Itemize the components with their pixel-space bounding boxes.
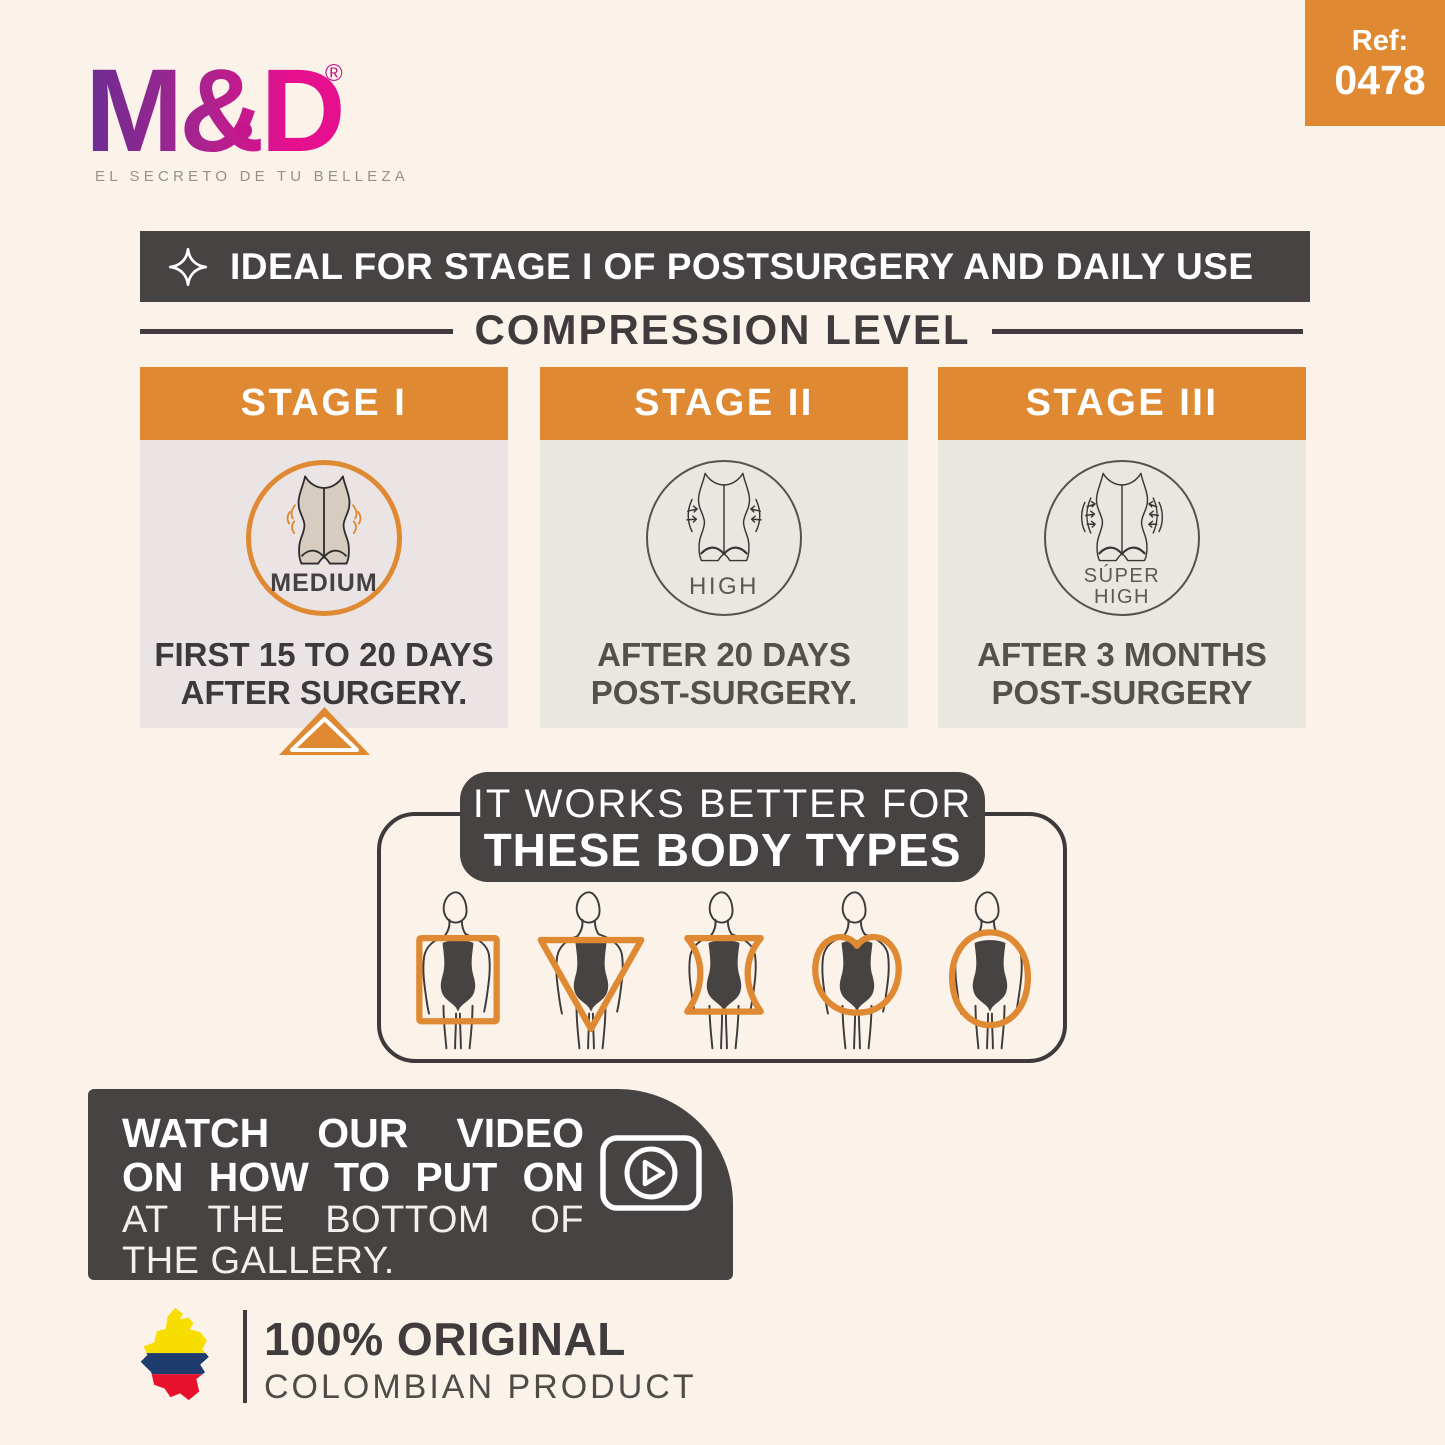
stage-1-desc-line-1: FIRST 15 TO 20 DAYS: [154, 636, 494, 673]
ref-label: Ref:: [1351, 25, 1409, 57]
registered-mark: ®: [325, 60, 343, 87]
stage-1-column: STAGE I MEDIUM FIRST 15 TO 20 DAYS AFTER…: [140, 367, 508, 728]
stage-1-desc-line-2: AFTER SURGERY.: [180, 673, 468, 711]
apple-overlay-icon: [812, 933, 902, 1016]
selected-stage-pointer-icon: [279, 707, 370, 755]
origin-line-1: 100% ORIGINAL: [264, 1313, 626, 1365]
inverted-triangle-overlay-icon: [537, 936, 645, 1033]
stage-1-compression-circle: MEDIUM: [246, 460, 402, 616]
garment-back-medium-icon: [286, 475, 362, 565]
ideal-use-banner: IDEAL FOR STAGE I OF POSTSURGERY AND DAI…: [140, 231, 1310, 302]
stage-1-level-label: MEDIUM: [270, 569, 378, 597]
body-type-figures: [400, 888, 1048, 1056]
brand-dot: [235, 122, 252, 139]
compression-level-heading: COMPRESSION LEVEL: [474, 306, 971, 353]
stage-2-description: AFTER 20 DAYS POST-SURGERY.: [540, 636, 908, 711]
brand-wordmark: M&D: [85, 45, 346, 177]
stage-3-column: STAGE III: [938, 367, 1306, 728]
garment-back-super-high-icon: [1080, 472, 1164, 562]
stage-2-panel: HIGH AFTER 20 DAYS POST-SURGERY.: [540, 440, 908, 728]
stage-3-desc-line-2: POST-SURGERY: [991, 673, 1253, 711]
garment-back-high-icon: [686, 472, 762, 562]
video-line-3: AT THE BOTTOM OF: [122, 1198, 584, 1241]
watch-video-box: WATCH OUR VIDEO ON HOW TO PUT ON AT THE …: [88, 1089, 733, 1282]
colombia-map-icon: [140, 1307, 209, 1401]
stage-3-compression-circle: SÚPER HIGH: [1044, 460, 1200, 616]
stage-2-level-label: HIGH: [689, 573, 759, 600]
ideal-use-text: IDEAL FOR STAGE I OF POSTSURGERY AND DAI…: [230, 245, 1254, 287]
origin-divider: [243, 1310, 247, 1403]
ref-number: 0478: [1334, 56, 1426, 103]
stage-1-header: STAGE I: [140, 367, 508, 440]
hourglass-overlay-icon: [684, 934, 764, 1015]
video-play-icon: [600, 1135, 702, 1211]
body-type-oval-figure: [949, 891, 1031, 1050]
ref-badge: Ref: 0478: [1305, 0, 1445, 126]
stage-1-panel: MEDIUM FIRST 15 TO 20 DAYS AFTER SURGERY…: [140, 440, 508, 728]
body-type-apple-figure: [812, 891, 902, 1050]
stage-3-panel: SÚPER HIGH AFTER 3 MONTHS POST-SURGERY: [938, 440, 1306, 728]
rectangle-overlay-icon: [416, 934, 500, 1025]
brand-logo: M&D ® EL SECRETO DE TU BELLEZA: [85, 52, 425, 202]
body-types-heading-line-2: THESE BODY TYPES: [483, 824, 962, 876]
origin-line-2: COLOMBIAN PRODUCT: [264, 1367, 697, 1406]
oval-overlay-icon: [949, 929, 1031, 1029]
body-types-label: IT WORKS BETTER FOR THESE BODY TYPES: [460, 772, 985, 882]
stage-2-column: STAGE II HIGH: [540, 367, 908, 728]
body-type-hourglass-figure: [684, 891, 764, 1050]
stage-2-desc-line-1: AFTER 20 DAYS: [597, 636, 851, 673]
origin-text: 100% ORIGINAL COLOMBIAN PRODUCT: [264, 1314, 697, 1407]
brand-tagline: EL SECRETO DE TU BELLEZA: [95, 168, 409, 185]
heading-rule-right: [992, 329, 1303, 334]
stage-3-level-label: SÚPER HIGH: [1083, 564, 1161, 609]
stage-1-description: FIRST 15 TO 20 DAYS AFTER SURGERY.: [140, 636, 508, 711]
stage-3-description: AFTER 3 MONTHS POST-SURGERY: [938, 636, 1306, 711]
video-line-2: ON HOW TO PUT ON: [122, 1154, 584, 1201]
stage-3-header: STAGE III: [938, 367, 1306, 440]
body-type-rectangle-figure: [416, 891, 500, 1050]
watch-video-text: WATCH OUR VIDEO ON HOW TO PUT ON AT THE …: [122, 1111, 584, 1282]
stage-2-header: STAGE II: [540, 367, 908, 440]
stage-3-desc-line-1: AFTER 3 MONTHS: [977, 636, 1267, 673]
body-type-inverted-triangle-figure: [537, 891, 645, 1050]
heading-rule-left: [140, 329, 453, 334]
sparkle-icon: [168, 247, 208, 286]
video-line-1: WATCH OUR VIDEO: [122, 1110, 584, 1156]
body-types-heading-line-1: IT WORKS BETTER FOR: [472, 782, 973, 826]
video-line-4: THE GALLERY.: [122, 1239, 395, 1282]
stage-2-desc-line-2: POST-SURGERY.: [590, 673, 858, 711]
stage-2-compression-circle: HIGH: [646, 460, 802, 616]
